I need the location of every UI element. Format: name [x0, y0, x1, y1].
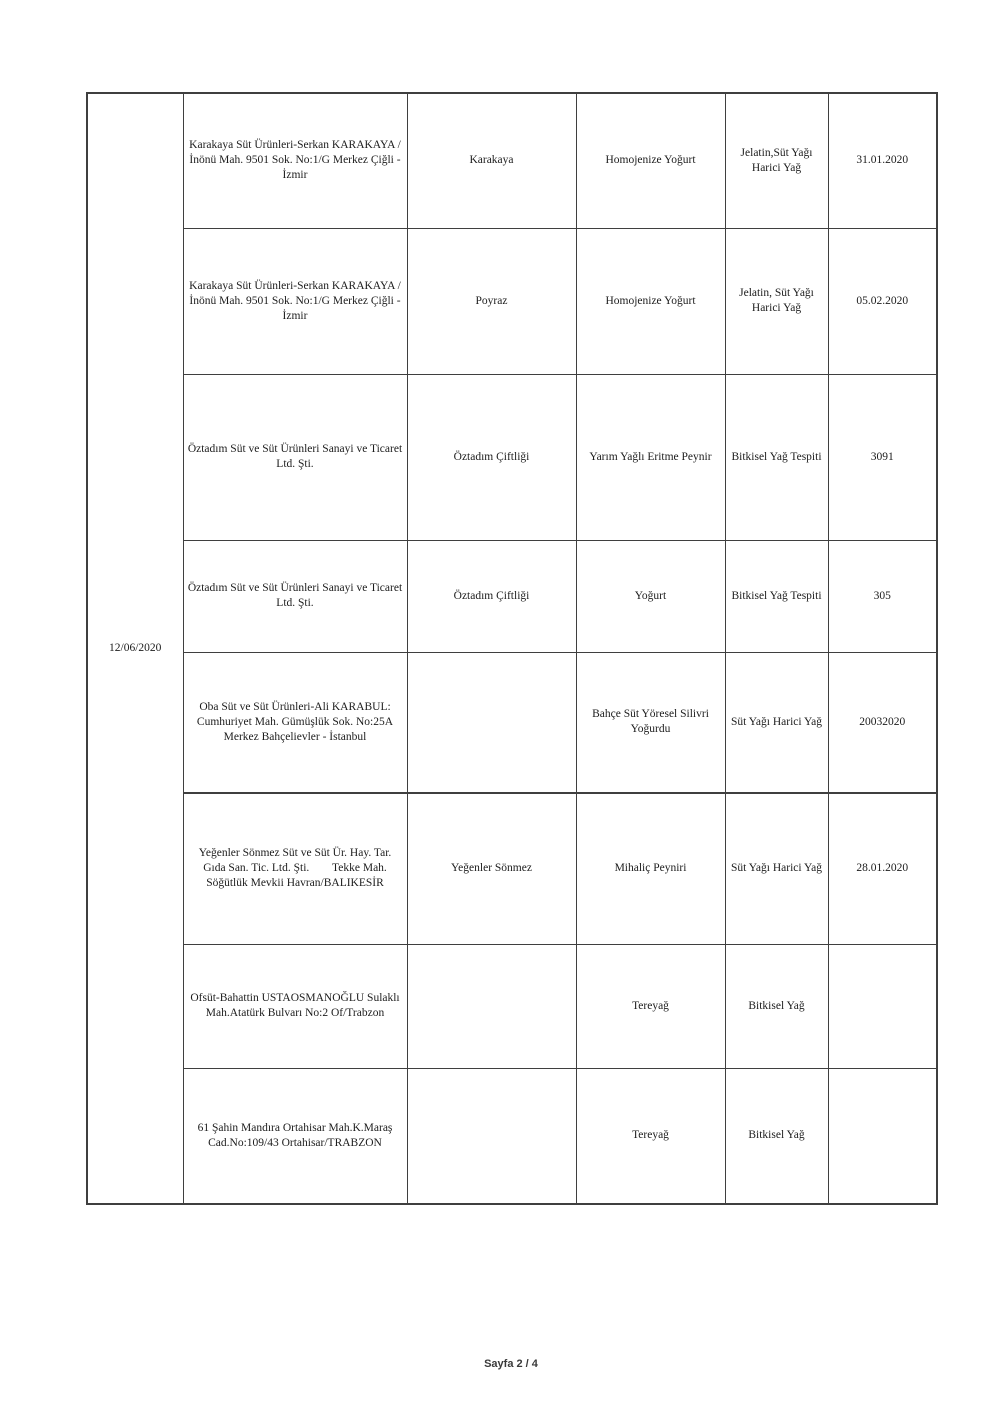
brand-cell [406, 1067, 577, 1205]
table-body: 12/06/2020 Karakaya Süt Ürünleri-Serkan K… [86, 92, 938, 1205]
finding-cell: Jelatin, Süt Yağı Harici Yağ [724, 227, 829, 375]
product-cell: Mihaliç Peyniri [575, 792, 726, 945]
product-cell: Bahçe Süt Yöresel Silivri Yoğurdu [575, 651, 726, 794]
finding-cell: Bitkisel Yağ Tespiti [724, 373, 829, 541]
company-cell: Yeğenler Sönmez Süt ve Süt Ür. Hay. Tar.… [182, 792, 408, 945]
table-row: 61 Şahin Mandıra Ortahisar Mah.K.Maraş C… [87, 1067, 938, 1205]
finding-cell: Süt Yağı Harici Yağ [724, 792, 829, 945]
product-cell: Homojenize Yoğurt [575, 227, 726, 375]
value-cell: 31.01.2020 [827, 92, 938, 229]
company-cell: Karakaya Süt Ürünleri-Serkan KARAKAYA / … [182, 92, 408, 229]
product-cell: Homojenize Yoğurt [575, 92, 726, 229]
company-cell: Öztadım Süt ve Süt Ürünleri Sanayi ve Ti… [182, 373, 408, 541]
table-row: Öztadım Süt ve Süt Ürünleri Sanayi ve Ti… [87, 539, 938, 653]
brand-cell: Yeğenler Sönmez [406, 792, 577, 945]
table-row: Öztadım Süt ve Süt Ürünleri Sanayi ve Ti… [87, 373, 938, 541]
value-cell [827, 1067, 938, 1205]
table-row: 12/06/2020 Karakaya Süt Ürünleri-Serkan K… [86, 92, 938, 1205]
product-cell: Tereyağ [575, 943, 726, 1069]
product-cell: Yarım Yağlı Eritme Peynir [575, 373, 726, 541]
product-cell: Tereyağ [575, 1067, 726, 1205]
finding-cell: Bitkisel Yağ [724, 943, 829, 1069]
finding-cell: Jelatin,Süt Yağı Harici Yağ [724, 92, 829, 229]
brand-cell: Poyraz [406, 227, 577, 375]
company-cell: Ofsüt-Bahattin USTAOSMANOĞLU Sulaklı Mah… [182, 943, 408, 1069]
table-row: Karakaya Süt Ürünleri-Serkan KARAKAYA / … [87, 227, 938, 375]
table-row: Ofsüt-Bahattin USTAOSMANOĞLU Sulaklı Mah… [87, 943, 938, 1069]
value-cell: 05.02.2020 [827, 227, 938, 375]
product-cell: Yoğurt [575, 539, 726, 653]
brand-cell [406, 651, 577, 794]
brand-cell: Karakaya [406, 92, 577, 229]
table-row: Oba Süt ve Süt Ürünleri-Ali KARABUL: Cum… [87, 651, 938, 794]
finding-cell: Süt Yağı Harici Yağ [724, 651, 829, 794]
company-cell: Öztadım Süt ve Süt Ürünleri Sanayi ve Ti… [182, 539, 408, 653]
table-row: Yeğenler Sönmez Süt ve Süt Ür. Hay. Tar.… [87, 792, 938, 945]
value-cell: 28.01.2020 [827, 792, 938, 945]
value-cell: 20032020 [827, 651, 938, 794]
finding-cell: Bitkisel Yağ Tespiti [724, 539, 829, 653]
page-number: Sayfa 2 / 4 [484, 1358, 538, 1370]
company-cell: Karakaya Süt Ürünleri-Serkan KARAKAYA / … [182, 227, 408, 375]
brand-cell: Öztadım Çiftliği [406, 373, 577, 541]
brand-cell [406, 943, 577, 1069]
value-cell: 305 [827, 539, 938, 653]
company-cell: 61 Şahin Mandıra Ortahisar Mah.K.Maraş C… [182, 1067, 408, 1205]
company-cell: Oba Süt ve Süt Ürünleri-Ali KARABUL: Cum… [182, 651, 408, 794]
inspection-table: 12/06/2020 Karakaya Süt Ürünleri-Serkan K… [86, 92, 938, 1205]
brand-cell: Öztadım Çiftliği [406, 539, 577, 653]
value-cell: 3091 [827, 373, 938, 541]
finding-cell: Bitkisel Yağ [724, 1067, 829, 1205]
value-cell [827, 943, 938, 1069]
group-date-cell: 12/06/2020 [86, 92, 184, 1205]
